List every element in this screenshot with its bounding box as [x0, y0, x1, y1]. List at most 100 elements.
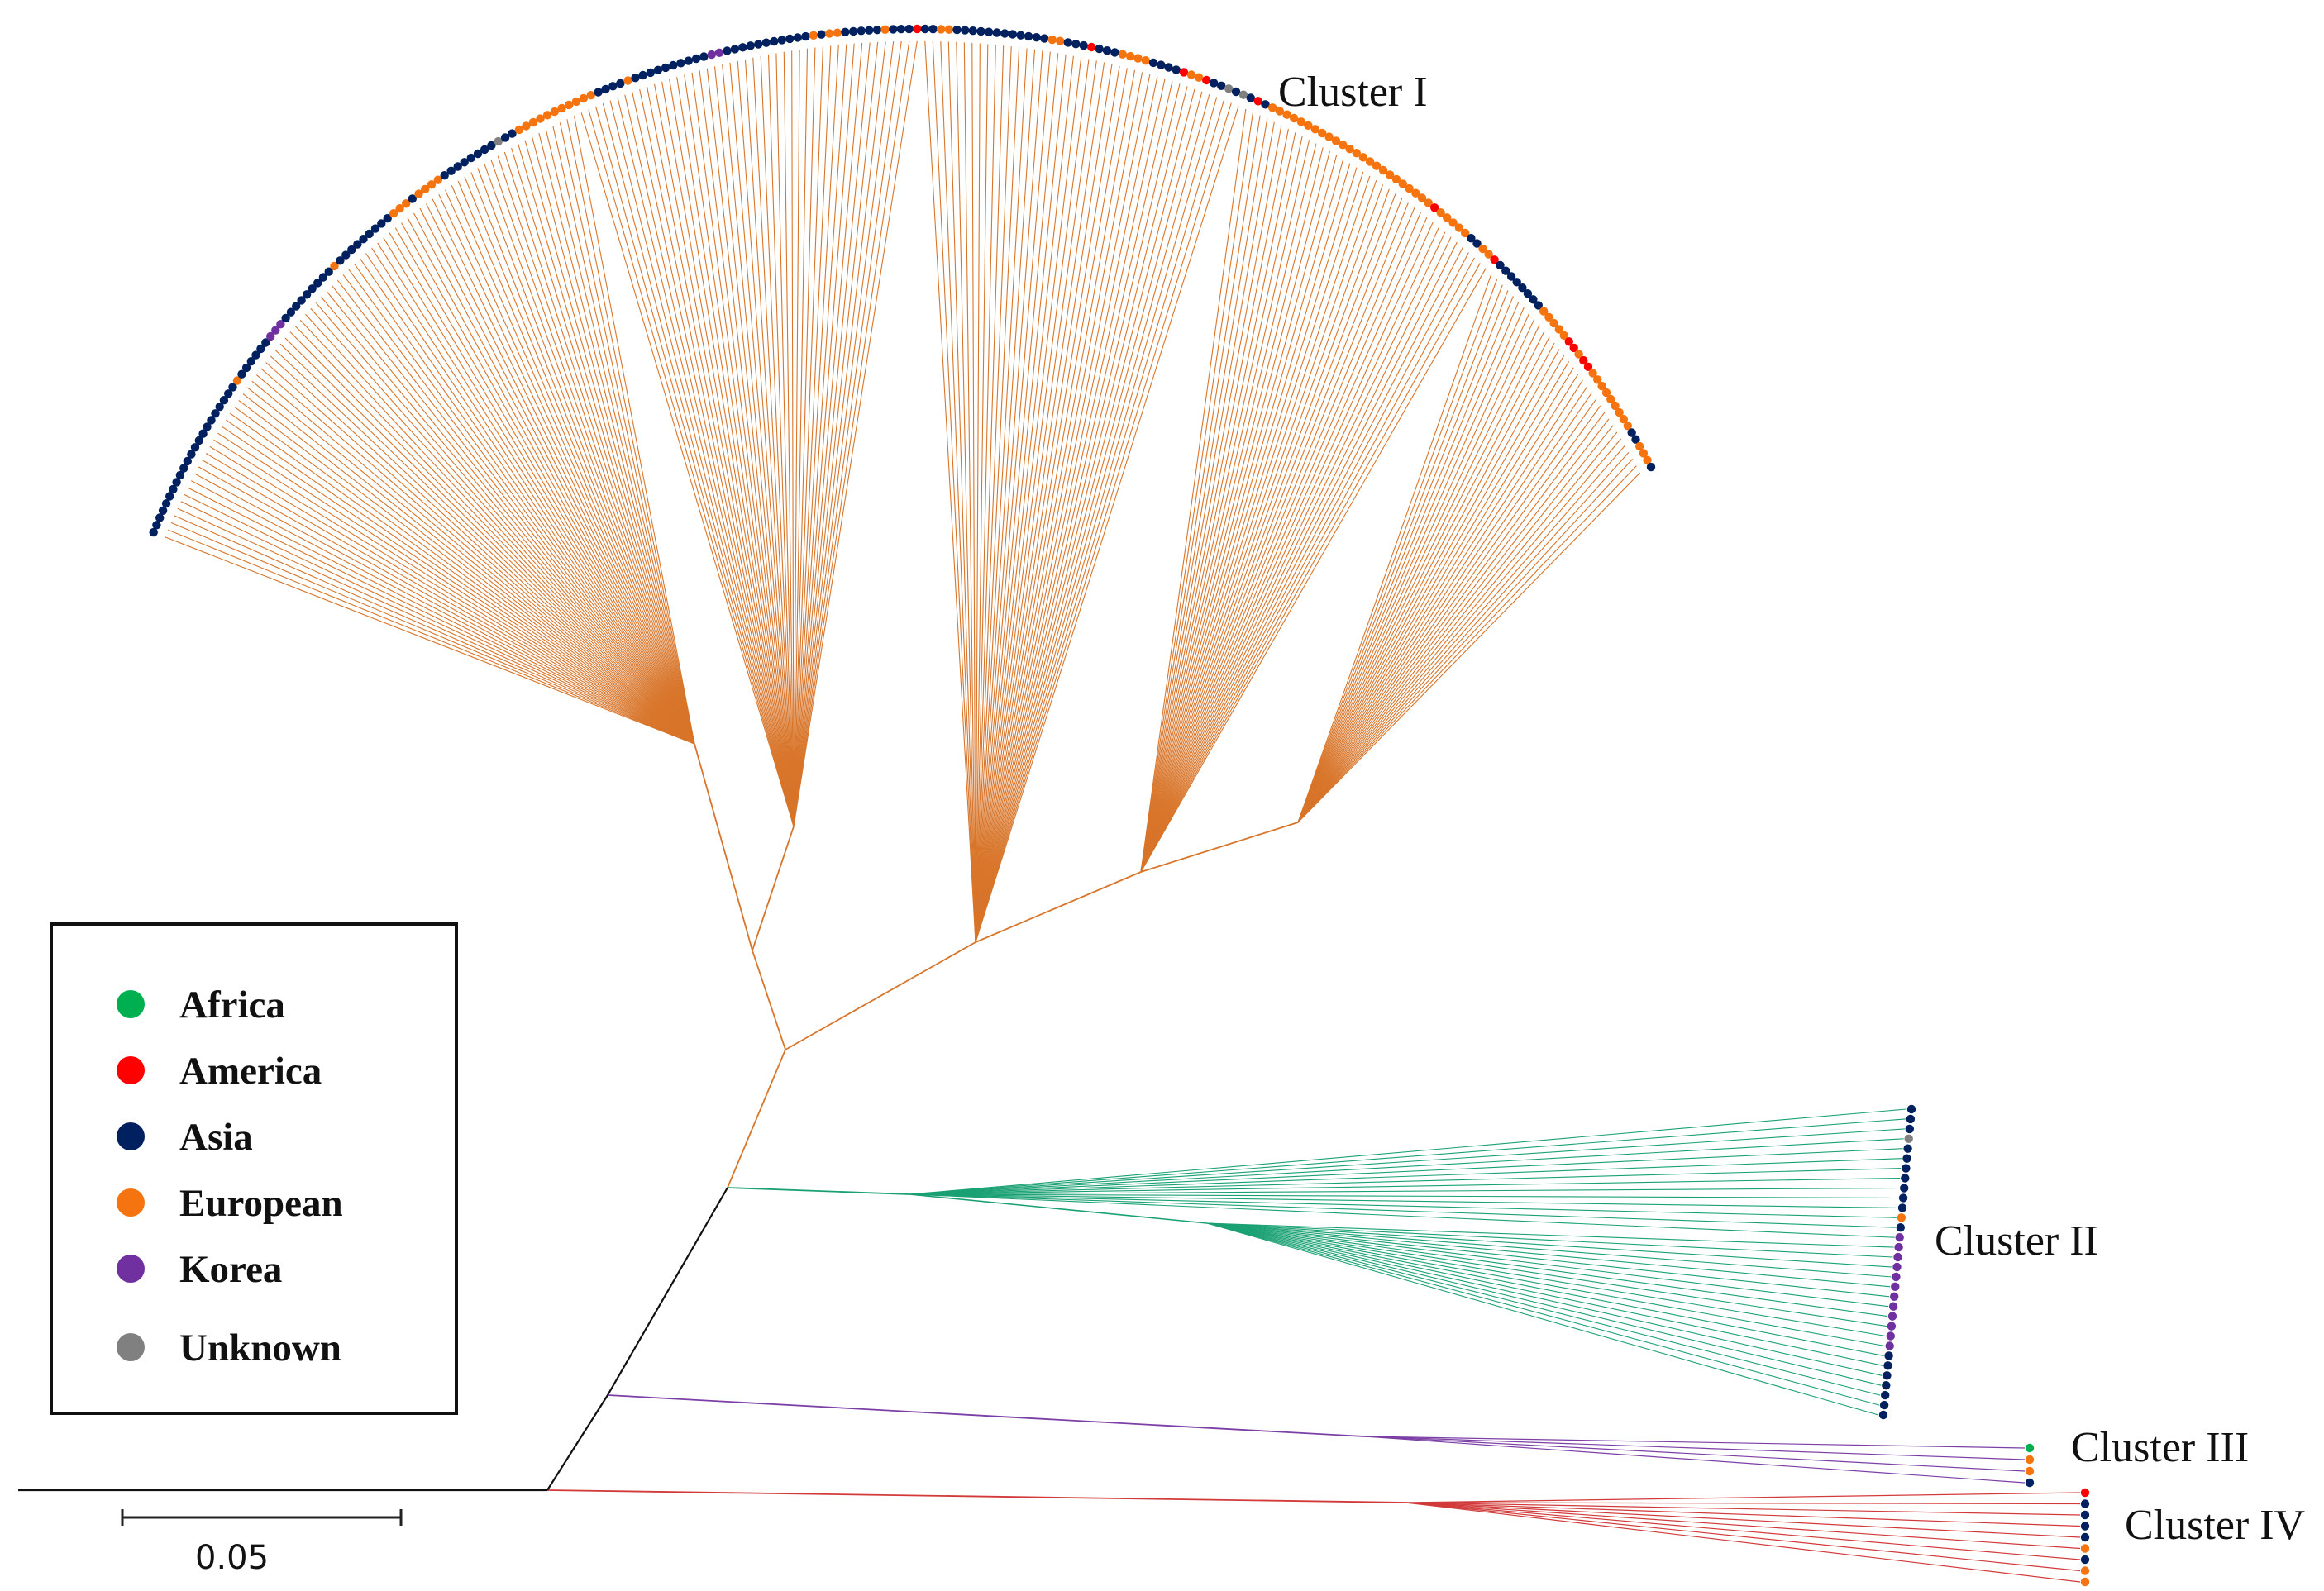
cluster-2-leaf-branch: [1206, 1222, 1889, 1308]
cluster-1-leaf-branch: [1297, 318, 1535, 823]
tip-marker: [809, 31, 818, 40]
cluster-1-leaf-branch: [1140, 147, 1324, 873]
tip-marker: [1424, 198, 1433, 207]
tip-marker: [1643, 455, 1652, 464]
cluster-1-leaf-branch: [255, 374, 695, 745]
cluster-1-leaf-branch: [1140, 121, 1275, 873]
cluster-1-leaf-branch: [371, 247, 695, 745]
tip-marker: [1063, 38, 1073, 47]
cluster-3-leaf-branch: [1363, 1436, 2026, 1449]
cluster-1-leaf-branch: [1297, 459, 1634, 823]
tip-marker: [1087, 42, 1096, 52]
cluster-1-leaf-branch: [1297, 405, 1601, 823]
tip-marker: [453, 162, 462, 171]
tip-marker: [1405, 183, 1414, 193]
tip-marker: [723, 46, 732, 55]
tip-marker: [1024, 31, 1033, 41]
cluster-1-leaf-branch: [531, 136, 695, 745]
tip-marker: [653, 65, 663, 75]
tip-marker: [1186, 70, 1196, 79]
cluster-2-leaf-branch: [1206, 1222, 1894, 1248]
cluster-1-leaf-branch: [956, 41, 976, 943]
cluster-1-leaf-branch: [260, 368, 695, 745]
tip-marker: [324, 267, 333, 276]
tip-marker: [1296, 117, 1306, 126]
cluster-2-leaf-branch: [1206, 1222, 1892, 1268]
cluster-1-leaf-branch: [580, 112, 795, 827]
cluster-1-leaf-branch: [752, 57, 795, 827]
cluster-1-leaf-branch: [932, 40, 976, 943]
cluster-1-leaf-branch: [321, 297, 695, 745]
tip-marker: [1231, 87, 1241, 97]
tip-marker: [676, 59, 685, 68]
tip-marker: [175, 470, 185, 480]
cluster-1-leaf-branch: [975, 51, 1051, 943]
tip-marker: [1906, 1104, 1916, 1114]
tip-marker: [1365, 157, 1375, 166]
cluster-1-leaf-branch: [924, 40, 976, 943]
cluster-2-leaf-branch: [909, 1158, 1902, 1195]
cluster-1-leaf-branch: [602, 103, 795, 827]
cluster-1-leaf-branch: [793, 41, 886, 827]
cluster-1-leaf-branch: [793, 45, 832, 827]
tip-marker: [1110, 48, 1119, 57]
tip-marker: [161, 499, 171, 508]
cluster-1-leaf-branch: [1140, 115, 1261, 873]
cluster-1-leaf-branch: [251, 380, 695, 745]
cluster-1-leaf-branch: [202, 460, 695, 745]
cluster-1-leaf-branch: [1297, 445, 1625, 823]
tip-marker: [487, 141, 496, 150]
cluster-1-leaf-branch: [975, 44, 989, 943]
cluster-1-leaf-branch: [793, 44, 847, 827]
cluster-2-leaf-branch: [909, 1193, 1898, 1208]
cluster-1-leaf-branch: [246, 387, 695, 745]
cluster-1-leaf-branch: [360, 258, 695, 745]
legend-label: Asia: [179, 1116, 253, 1159]
tip-marker: [1549, 318, 1558, 328]
cluster-1-leaf-branch: [194, 473, 695, 745]
cluster-2-leaf-branch: [1206, 1222, 1881, 1396]
cluster-1-internal: [785, 941, 976, 1050]
cluster-1-leaf-branch: [1297, 418, 1610, 823]
tip-marker: [2080, 1510, 2090, 1520]
tip-marker: [761, 38, 771, 47]
cluster-1-leaf-branch: [729, 62, 795, 827]
tip-marker: [952, 25, 962, 35]
tip-marker: [1268, 103, 1277, 112]
tip-marker: [608, 82, 618, 91]
tip-marker: [2080, 1488, 2090, 1498]
cluster-1-internal: [752, 826, 795, 951]
cluster-1-leaf-branch: [1140, 226, 1440, 873]
tip-marker: [1534, 301, 1544, 310]
tip-marker: [179, 464, 188, 473]
tip-marker: [1902, 1154, 1911, 1163]
tip-marker: [1897, 1203, 1907, 1212]
cluster-1-leaf-branch: [975, 62, 1105, 943]
tip-marker: [1564, 337, 1574, 346]
tip-marker: [571, 97, 581, 107]
tip-marker: [1559, 331, 1569, 341]
tip-marker: [1544, 312, 1553, 322]
tip-marker: [1467, 234, 1476, 243]
cluster-1-leaf-branch: [1297, 284, 1503, 823]
cluster-1-leaf-branch: [477, 168, 695, 745]
cluster-1-leaf-branch: [1140, 236, 1452, 873]
cluster-1-leaf-branch: [1140, 252, 1469, 873]
tip-marker: [187, 450, 196, 459]
cluster-1-leaf-branch: [1297, 438, 1622, 823]
cluster-2-leaf-branch: [1206, 1222, 1891, 1288]
tip-marker: [528, 117, 538, 127]
cluster-1-leaf-branch: [1140, 217, 1428, 873]
tip-marker: [1601, 388, 1611, 398]
cluster-1-leaf-branch: [348, 269, 695, 745]
cluster-1-leaf-branch: [975, 65, 1120, 943]
cluster-1-leaf-branch: [1140, 188, 1390, 873]
tip-marker: [1047, 35, 1057, 45]
tip-marker: [691, 54, 701, 64]
tip-marker: [2025, 1455, 2035, 1465]
cluster-4-label: Cluster IV: [2125, 1502, 2305, 1549]
tip-marker: [1275, 107, 1285, 116]
cluster-1-leaf-branch: [419, 207, 695, 745]
cluster-1-leaf-branch: [294, 326, 695, 745]
tip-marker: [1071, 40, 1081, 49]
